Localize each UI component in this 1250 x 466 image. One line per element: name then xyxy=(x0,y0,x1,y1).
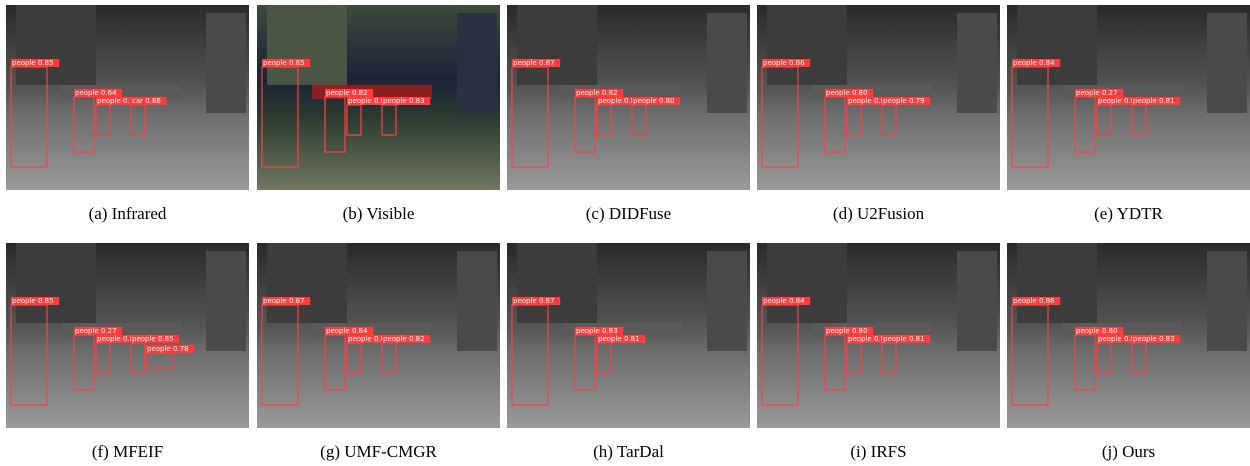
building xyxy=(267,5,347,85)
building xyxy=(957,13,997,113)
detection-label: people 0.85 xyxy=(12,297,54,305)
detection-label: car 0.86 xyxy=(132,97,161,105)
figure: people 0.85people 0.64people 0.71car 0.8… xyxy=(0,0,1250,466)
detection-label: people 0.87 xyxy=(513,297,555,305)
building xyxy=(1017,243,1097,323)
building xyxy=(767,5,847,85)
detection-label: people 0.84 xyxy=(763,297,805,305)
detection-label: people 0.82 xyxy=(326,89,368,97)
detection-label: people 0.81 xyxy=(598,335,640,343)
detection-label: people 0.84 xyxy=(326,327,368,335)
detection-label: people 0.79 xyxy=(883,97,925,105)
caption: (c) DIDFuse xyxy=(586,204,671,223)
detection-label: people 0.82 xyxy=(576,89,618,97)
building xyxy=(267,243,347,323)
building xyxy=(1017,5,1097,85)
detection-label: people 0.87 xyxy=(263,297,305,305)
building xyxy=(1207,251,1247,351)
caption: (j) Ours xyxy=(1102,442,1155,461)
detection-label: people 0.83 xyxy=(383,97,425,105)
detection-label: people 0.81 xyxy=(1133,97,1175,105)
building xyxy=(707,251,747,351)
detection-label: people 0.27 xyxy=(1076,89,1118,97)
building xyxy=(206,251,246,351)
building xyxy=(957,251,997,351)
building xyxy=(767,243,847,323)
caption: (d) U2Fusion xyxy=(833,204,925,223)
building xyxy=(457,13,497,113)
detection-label: people 0.64 xyxy=(75,89,117,97)
detection-label: people 0.85 xyxy=(12,59,54,67)
building xyxy=(16,243,96,323)
building xyxy=(16,5,96,85)
detection-label: people 0.86 xyxy=(1013,297,1055,305)
panel: people 0.87people 0.84people 0.83people … xyxy=(257,243,500,428)
detection-label: people 0.85 xyxy=(263,59,305,67)
detection-label: people 0.87 xyxy=(513,59,555,67)
building xyxy=(517,5,597,85)
detection-label: people 0.27 xyxy=(75,327,117,335)
detection-label: people 0.83 xyxy=(1133,335,1175,343)
building xyxy=(457,251,497,351)
detection-label: people 0.84 xyxy=(1013,59,1055,67)
caption: (i) IRFS xyxy=(850,442,906,461)
detection-label: people 0.80 xyxy=(826,327,868,335)
detection-label: people 0.85 xyxy=(132,335,174,343)
caption: (f) MFEIF xyxy=(92,442,163,461)
detection-label: people 0.86 xyxy=(763,59,805,67)
caption: (e) YDTR xyxy=(1094,204,1163,223)
caption: (b) Visible xyxy=(343,204,415,223)
building xyxy=(517,243,597,323)
building xyxy=(707,13,747,113)
detection-label: people 0.82 xyxy=(383,335,425,343)
detection-label: people 0.80 xyxy=(826,89,868,97)
detection-label: people 0.81 xyxy=(883,335,925,343)
building xyxy=(1207,13,1247,113)
caption: (g) UMF-CMGR xyxy=(320,442,437,461)
building xyxy=(206,13,246,113)
detection-label: people 0.80 xyxy=(633,97,675,105)
caption: (h) TarDal xyxy=(593,442,664,461)
detection-label: people 0.83 xyxy=(576,327,618,335)
detection-label: people 0.80 xyxy=(1076,327,1118,335)
caption: (a) Infrared xyxy=(89,204,167,223)
detection-label: people 0.78 xyxy=(147,345,189,353)
